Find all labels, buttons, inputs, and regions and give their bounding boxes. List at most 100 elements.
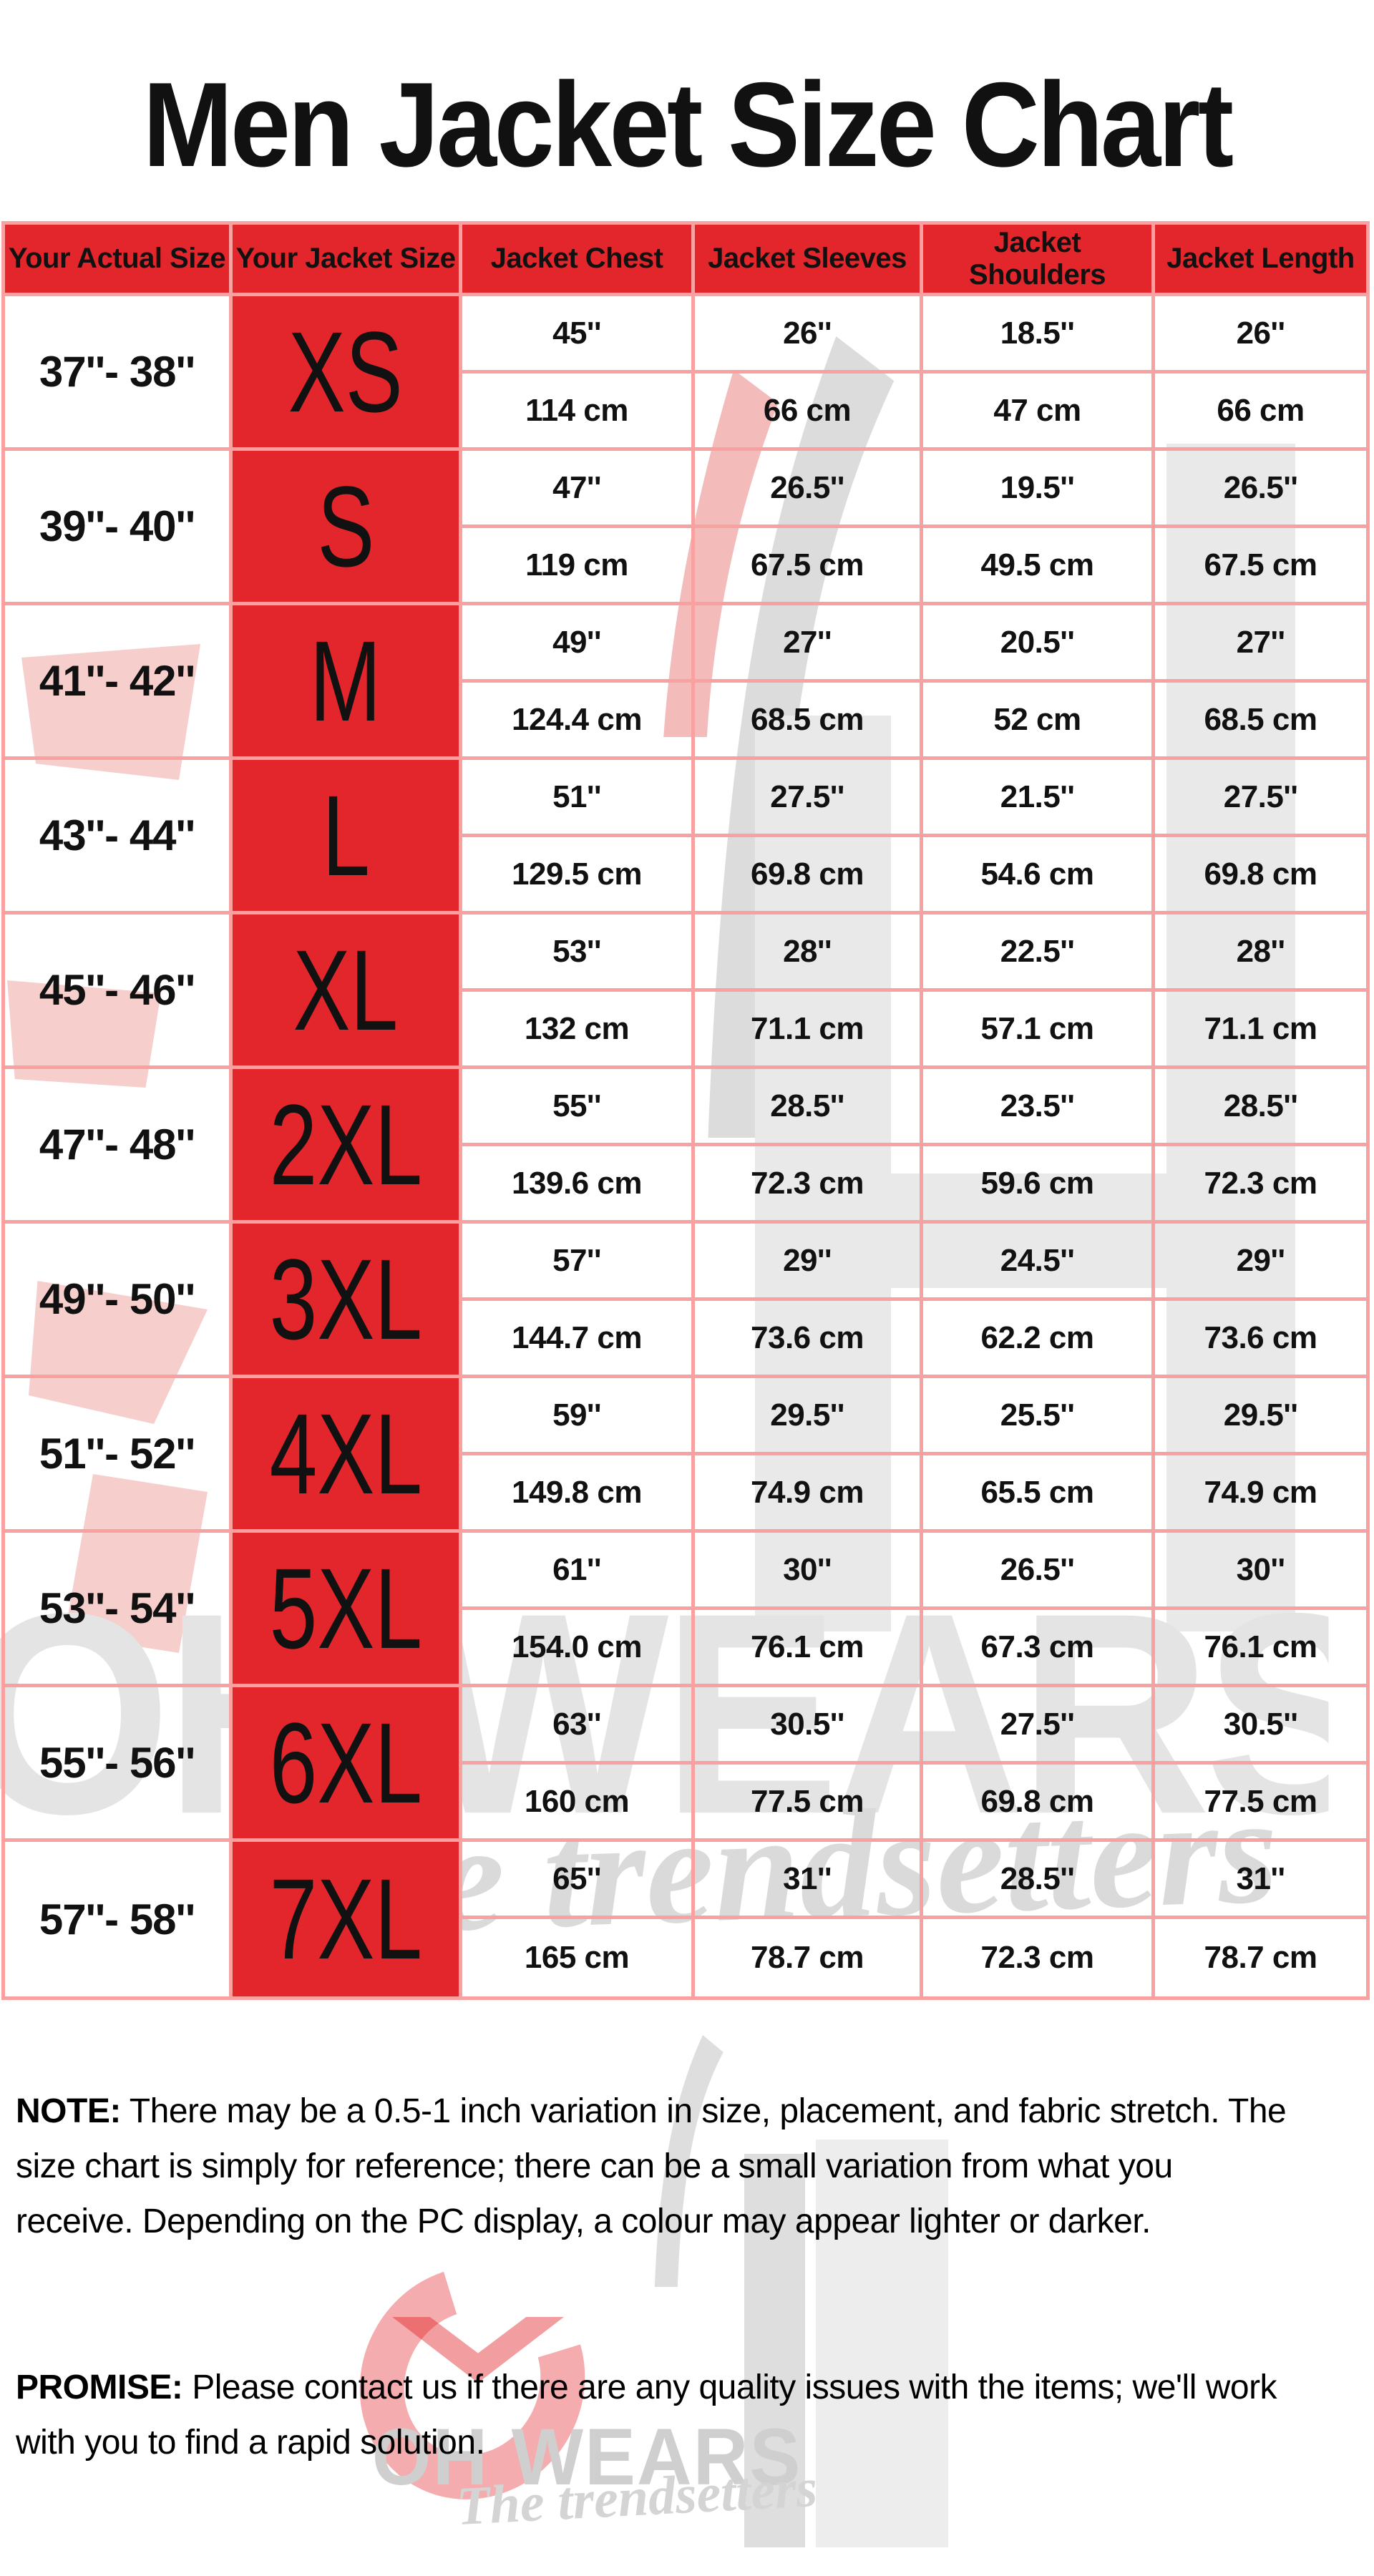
value-cell-inches: 53'' <box>462 914 695 992</box>
actual-size-cell: 43''- 44'' <box>5 760 233 914</box>
jacket-size-cell: 6XL <box>233 1687 462 1842</box>
value-cell-inches: 26'' <box>1155 296 1366 374</box>
value-cell-inches: 28.5'' <box>695 1069 923 1146</box>
value-cell-inches: 31'' <box>1155 1842 1366 1919</box>
jacket-size-label: M <box>310 616 381 745</box>
actual-size-cell: 49''- 50'' <box>5 1224 233 1378</box>
header-cell: Jacket Chest <box>462 225 695 296</box>
promise-body: Please contact us if there are any quali… <box>16 2368 1277 2462</box>
value-cell-cm: 71.1 cm <box>1155 992 1366 1069</box>
promise-label: PROMISE: <box>16 2368 183 2406</box>
value-cell-cm: 72.3 cm <box>1155 1146 1366 1224</box>
value-cell-cm: 78.7 cm <box>1204 1940 1317 1975</box>
value-cell-cm: 76.1 cm <box>695 1610 923 1687</box>
watermark-tagline-bottom: The trendsetters <box>454 2457 819 2537</box>
value-cell-inches: 26'' <box>695 296 923 374</box>
value-cell-cm: 49.5 cm <box>923 528 1155 605</box>
value-cell-cm: 114 cm <box>462 374 695 451</box>
value-cell-cm: 139.6 cm <box>462 1146 695 1224</box>
page-title: Men Jacket Size Chart <box>0 56 1374 194</box>
value-cell-cm: 129.5 cm <box>462 837 695 914</box>
value-cell-cm: 71.1 cm <box>695 992 923 1069</box>
value-cell-cm: 74.9 cm <box>1155 1455 1366 1533</box>
jacket-size-label: 7XL <box>269 1855 422 1983</box>
jacket-size-cell: S <box>233 451 462 605</box>
value-cell-cm: 72.3 cm <box>695 1146 923 1224</box>
value-cell-cm: 57.1 cm <box>923 992 1155 1069</box>
actual-size-cell: 45''- 46'' <box>5 914 233 1069</box>
value-cell-cm: 59.6 cm <box>923 1146 1155 1224</box>
value-cell-inches: 30'' <box>1155 1533 1366 1610</box>
jacket-size-label: L <box>321 771 370 899</box>
actual-size-cell: 51''- 52'' <box>5 1378 233 1533</box>
value-cell-cm: 66 cm <box>1155 374 1366 451</box>
header-cell: Your Jacket Size <box>233 225 462 296</box>
jacket-size-cell: L <box>233 760 462 914</box>
value-cell-inches: 59'' <box>462 1378 695 1455</box>
jacket-size-label: 2XL <box>269 1080 422 1209</box>
jacket-size-cell: M <box>233 605 462 760</box>
value-cell-cm: 62.2 cm <box>923 1301 1155 1378</box>
value-cell-inches: 23.5'' <box>923 1069 1155 1146</box>
value-cell-cm: 66 cm <box>695 374 923 451</box>
value-cell-inches: 30.5'' <box>695 1687 923 1765</box>
value-cell-cm: 73.6 cm <box>695 1301 923 1378</box>
value-cell-cm: 54.6 cm <box>923 837 1155 914</box>
value-cell-cm: 76.1 cm <box>1155 1610 1366 1687</box>
jacket-size-cell: 2XL <box>233 1069 462 1224</box>
value-cell-cm: 73.6 cm <box>1155 1301 1366 1378</box>
value-cell-inches: 27'' <box>695 605 923 683</box>
value-cell-inches: 28'' <box>1155 914 1366 992</box>
value-cell-cm: 154.0 cm <box>462 1610 695 1687</box>
value-cell-inches: 22.5'' <box>923 914 1155 992</box>
promise-paragraph: PROMISE: Please contact us if there are … <box>16 2360 1297 2470</box>
value-cell-cm: 78.7 cm <box>695 1919 923 1996</box>
value-cell-cm: 74.9 cm <box>695 1455 923 1533</box>
value-cell-inches: 29'' <box>695 1224 923 1301</box>
value-cell-cm: 52 cm <box>923 683 1155 760</box>
value-cell-cm: 47 cm <box>923 374 1155 451</box>
value-cell-inches: 45'' <box>462 296 695 374</box>
header-cell: Jacket Shoulders <box>923 225 1155 296</box>
value-cell-inches: 19.5'' <box>923 451 1155 528</box>
value-cell-inches: 27.5'' <box>695 760 923 837</box>
value-cell-inches: 29.5'' <box>695 1378 923 1455</box>
value-cell-inches: 31'' <box>695 1842 923 1919</box>
header-cell: Your Actual Size <box>5 225 233 296</box>
value-cell-cm: 165 cm <box>462 1919 695 1996</box>
value-cell-inches: 28'' <box>695 914 923 992</box>
value-cell-cm: 68.5 cm <box>695 683 923 760</box>
jacket-size-label: 4XL <box>269 1389 422 1518</box>
value-cell-inches: 65'' <box>462 1842 695 1919</box>
value-cell-inches: 27.5'' <box>923 1687 1155 1765</box>
value-cell-inches: 27.5'' <box>1155 760 1366 837</box>
note-label: NOTE: <box>16 2092 121 2130</box>
note-paragraph: NOTE: There may be a 0.5-1 inch variatio… <box>16 2084 1297 2249</box>
page-title-text: Men Jacket Size Chart <box>142 57 1234 192</box>
value-cell-cm: 132 cm <box>462 992 695 1069</box>
actual-size-cell: 47''- 48'' <box>5 1069 233 1224</box>
value-cell-inches: 55'' <box>462 1069 695 1146</box>
jacket-size-cell: 5XL <box>233 1533 462 1687</box>
value-cell-inches: 18.5'' <box>923 296 1155 374</box>
value-cell-inches: 28.5'' <box>1155 1069 1366 1146</box>
value-cell-cm: 119 cm <box>462 528 695 605</box>
jacket-size-cell: XL <box>233 914 462 1069</box>
jacket-size-label: S <box>316 462 375 590</box>
value-cell-inches: 26.5'' <box>1155 451 1366 528</box>
value-cell-inches: 51'' <box>462 760 695 837</box>
value-cell-inches: 30.5'' <box>1155 1687 1366 1765</box>
value-cell-cm: 67.3 cm <box>923 1610 1155 1687</box>
value-cell-cm: 67.5 cm <box>695 528 923 605</box>
actual-size-cell: 41''- 42'' <box>5 605 233 760</box>
value-cell-cm: 160 cm <box>462 1765 695 1842</box>
jacket-size-label: XL <box>293 925 399 1054</box>
value-cell-inches: 28.5'' <box>923 1842 1155 1919</box>
header-cell: Jacket Length <box>1155 225 1366 296</box>
jacket-size-cell: 7XL <box>233 1842 462 1996</box>
actual-size-cell: 39''- 40'' <box>5 451 233 605</box>
value-cell-inches: 47'' <box>462 451 695 528</box>
value-cell-inches: 57'' <box>462 1224 695 1301</box>
value-cell-cm: 67.5 cm <box>1155 528 1366 605</box>
